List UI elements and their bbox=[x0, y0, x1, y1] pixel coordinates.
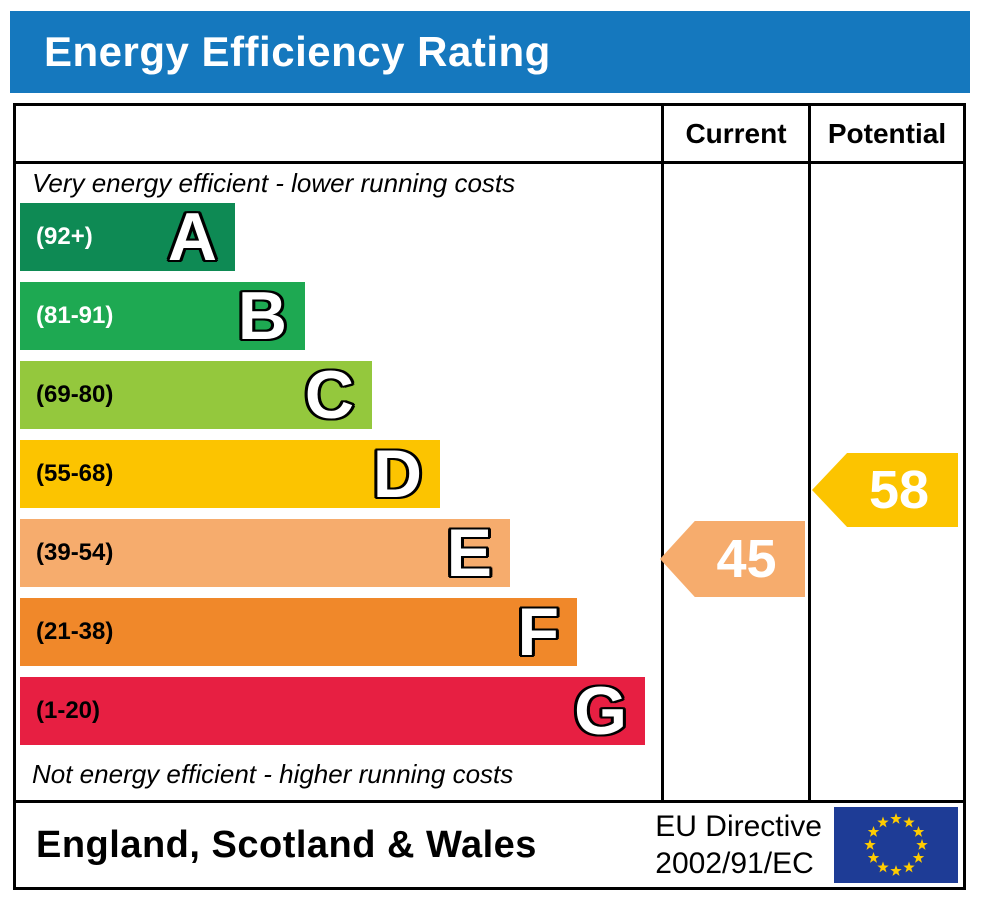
band-b: (81-91) B bbox=[20, 282, 305, 350]
band-a-letter: A bbox=[167, 199, 217, 275]
potential-rating-value: 58 bbox=[868, 460, 930, 520]
title-bar: Energy Efficiency Rating bbox=[10, 11, 970, 93]
top-note: Very energy efficient - lower running co… bbox=[32, 168, 516, 198]
band-e: (39-54) E bbox=[20, 519, 510, 587]
page-title: Energy Efficiency Rating bbox=[44, 28, 551, 75]
rating-bands: (92+) A (81-91) B (69-80) C (55-68) D (3… bbox=[16, 203, 661, 745]
band-g-letter: G bbox=[574, 673, 627, 749]
current-rating-arrow: 45 bbox=[660, 521, 805, 597]
band-d-letter: D bbox=[372, 436, 422, 512]
potential-column bbox=[808, 164, 963, 800]
band-g-range: (1-20) bbox=[36, 697, 101, 724]
band-b-range: (81-91) bbox=[36, 302, 114, 329]
current-rating-value: 45 bbox=[716, 529, 777, 589]
eu-directive-line2: 2002/91/EC bbox=[655, 847, 814, 880]
band-d: (55-68) D bbox=[20, 440, 440, 508]
eu-directive-label: EU Directive 2002/91/EC bbox=[655, 808, 822, 882]
band-g: (1-20) G bbox=[20, 677, 645, 745]
current-column bbox=[661, 164, 808, 800]
header-current: Current bbox=[661, 106, 808, 164]
header-potential: Potential bbox=[808, 106, 963, 164]
band-f-range: (21-38) bbox=[36, 618, 114, 645]
band-c: (69-80) C bbox=[20, 361, 372, 429]
band-f-letter: F bbox=[517, 594, 559, 670]
header-spacer bbox=[16, 106, 661, 164]
band-e-range: (39-54) bbox=[36, 539, 114, 566]
eu-flag-icon bbox=[834, 807, 958, 883]
potential-column-label: Potential bbox=[827, 117, 947, 149]
band-a-range: (92+) bbox=[36, 223, 93, 250]
band-c-range: (69-80) bbox=[36, 381, 114, 408]
rating-table: Current Potential Very energy efficient … bbox=[13, 103, 966, 803]
band-d-range: (55-68) bbox=[36, 460, 114, 487]
footer-bar: England, Scotland & Wales EU Directive 2… bbox=[13, 803, 966, 890]
rating-scale-column: Very energy efficient - lower running co… bbox=[16, 164, 661, 800]
current-column-label: Current bbox=[685, 117, 787, 149]
band-f: (21-38) F bbox=[20, 598, 577, 666]
potential-rating-arrow: 58 bbox=[812, 453, 958, 527]
band-e-letter: E bbox=[446, 515, 492, 591]
band-c-letter: C bbox=[304, 357, 354, 433]
region-label: England, Scotland & Wales bbox=[36, 823, 537, 866]
band-b-letter: B bbox=[237, 278, 287, 354]
bottom-note: Not energy efficient - higher running co… bbox=[32, 759, 514, 789]
eu-directive-line1: EU Directive bbox=[655, 810, 822, 843]
band-a: (92+) A bbox=[20, 203, 235, 271]
